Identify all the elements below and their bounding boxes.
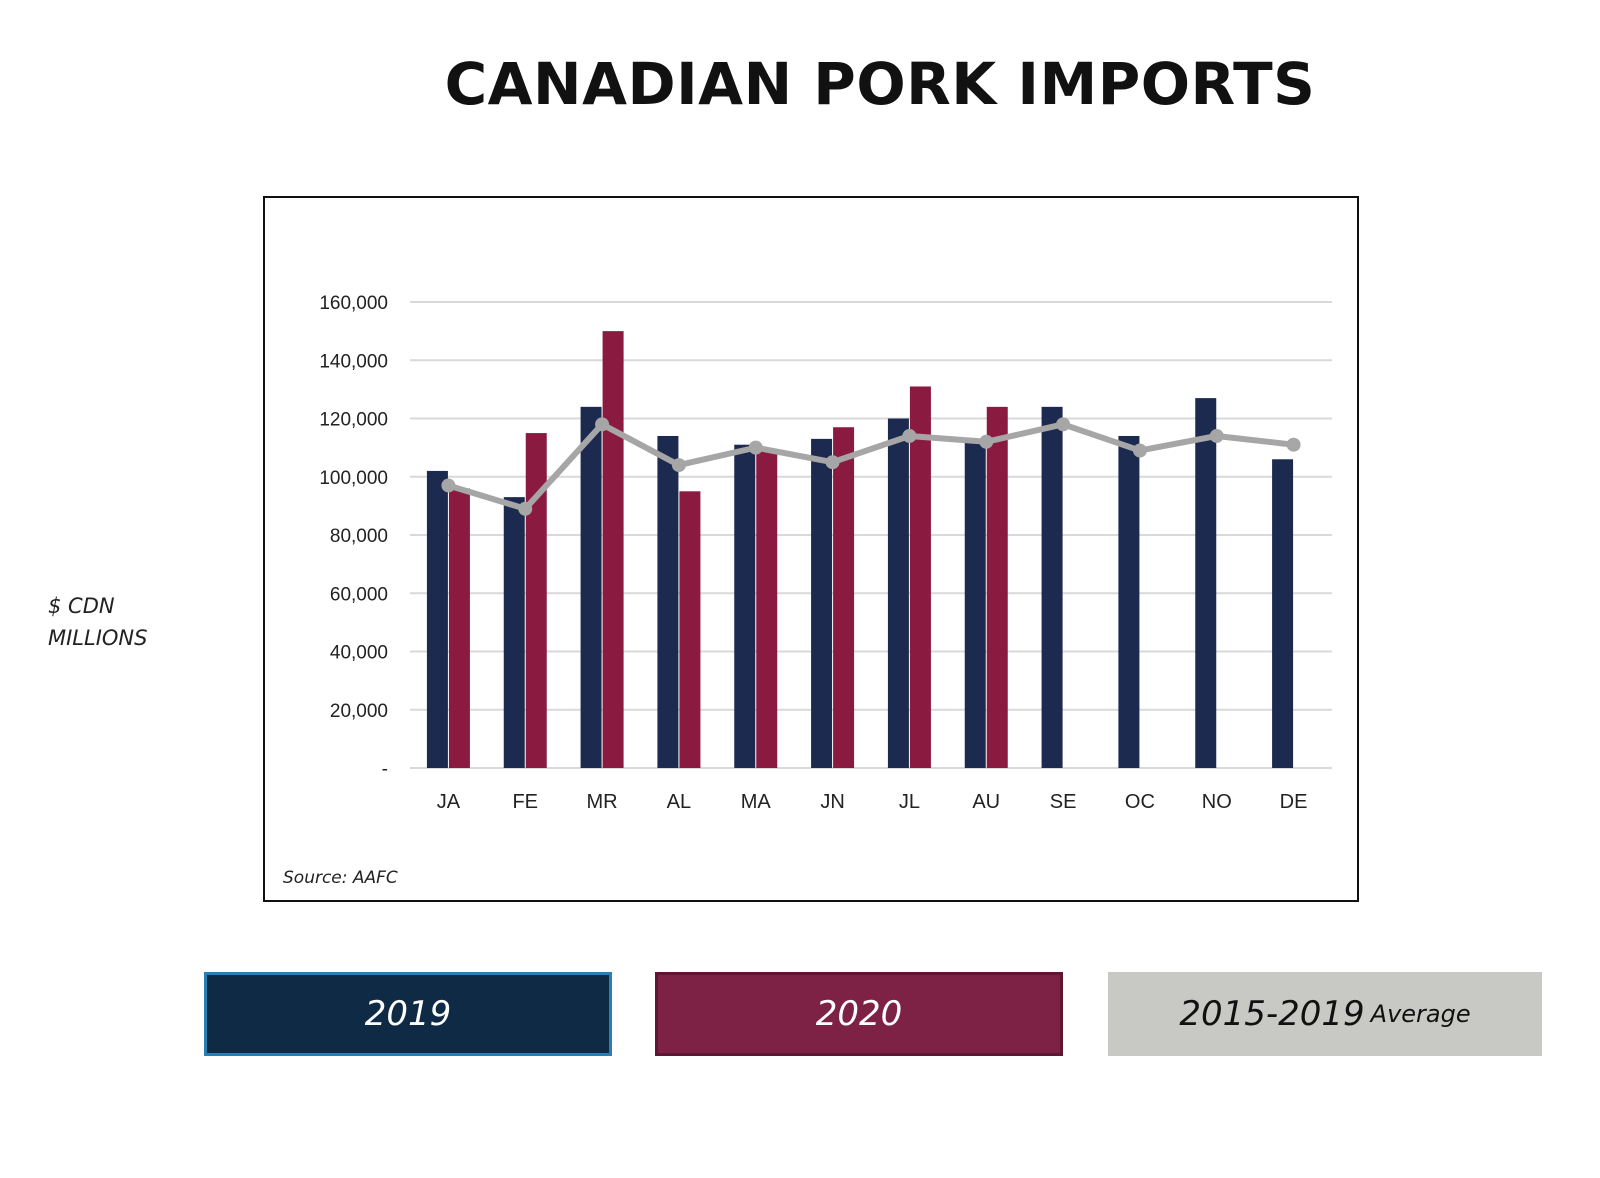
bar-2020	[756, 450, 778, 768]
bar-2020	[909, 386, 931, 768]
bar-2020	[525, 433, 547, 768]
y-axis-label-line2: MILLIONS	[48, 626, 148, 650]
average-point	[825, 455, 840, 470]
y-tick-label: 160,000	[319, 293, 388, 314]
bar-2019	[887, 418, 909, 768]
bar-2020	[679, 491, 701, 768]
y-tick-label: 20,000	[330, 701, 388, 722]
legend-average-sublabel: Average	[1370, 1000, 1471, 1028]
legend-average-label: 2015-2019	[1179, 994, 1365, 1034]
average-point	[979, 434, 994, 449]
bar-2019	[1195, 398, 1217, 768]
bar-2019	[503, 497, 525, 768]
legend-average: 2015-2019 Average	[1108, 972, 1542, 1056]
bar-2019	[426, 470, 448, 768]
bar-2020	[986, 406, 1008, 768]
bar-2019	[1118, 435, 1140, 768]
bar-2020	[602, 331, 624, 768]
legend-2019-label: 2019	[364, 994, 452, 1034]
x-tick-label: DE	[1280, 791, 1308, 813]
bar-2019	[657, 435, 679, 768]
average-point	[1056, 417, 1071, 432]
x-tick-label: AL	[667, 791, 691, 813]
average-point	[1286, 437, 1301, 452]
legend-2020-label: 2020	[815, 994, 903, 1034]
legend-2019: 2019	[204, 972, 612, 1056]
x-tick-label: FE	[512, 791, 538, 813]
y-tick-label: 40,000	[330, 643, 388, 664]
y-tick-label: 100,000	[319, 468, 388, 489]
chart-title: CANADIAN PORK IMPORTS	[444, 50, 1316, 118]
average-point	[441, 478, 456, 493]
bar-2019	[964, 441, 986, 768]
average-point	[902, 428, 917, 443]
y-tick-label: 60,000	[330, 584, 388, 605]
x-tick-label: MA	[741, 791, 772, 813]
x-tick-label: NO	[1202, 791, 1232, 813]
legend-2020: 2020	[655, 972, 1063, 1056]
x-tick-label: JA	[437, 791, 461, 813]
y-tick-label: 140,000	[319, 351, 388, 372]
bar-2020	[833, 427, 855, 768]
x-tick-label: AU	[972, 791, 1000, 813]
y-tick-label: 120,000	[319, 410, 388, 431]
x-tick-label: OC	[1125, 791, 1155, 813]
bar-2019	[734, 444, 756, 768]
average-point	[595, 417, 610, 432]
y-axis-label: $ CDN MILLIONS	[48, 590, 147, 654]
source-note: Source: AAFC	[283, 868, 398, 888]
bar-2019	[811, 438, 833, 768]
average-line	[447, 421, 1294, 512]
average-point	[748, 440, 763, 455]
bar-2019	[1272, 459, 1294, 768]
x-tick-label: JL	[899, 791, 920, 813]
average-point	[518, 501, 533, 516]
x-tick-label: JN	[820, 791, 844, 813]
bar-2019	[580, 406, 602, 768]
bar-2019	[1041, 406, 1063, 768]
average-point	[671, 458, 686, 473]
bar-2020	[448, 488, 470, 768]
x-tick-label: MR	[587, 791, 618, 813]
average-point	[1132, 443, 1147, 458]
y-tick-label: 80,000	[330, 526, 388, 547]
y-axis-label-line1: $ CDN	[48, 594, 115, 618]
x-tick-label: SE	[1050, 791, 1077, 813]
y-tick-label: -	[382, 759, 388, 780]
average-point	[1209, 428, 1224, 443]
